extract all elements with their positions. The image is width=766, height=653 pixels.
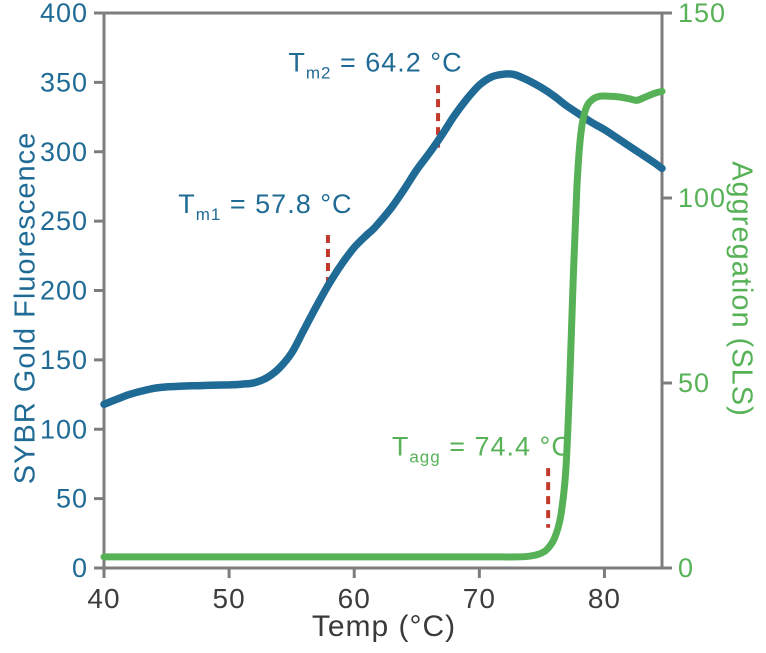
- y-right-tick-label: 100: [678, 183, 726, 213]
- x-tick-label: 80: [588, 583, 621, 614]
- y-left-tick-label: 100: [40, 414, 88, 444]
- tagg-label: Tagg = 74.4 °C: [392, 432, 572, 467]
- left-axis-title: SYBR Gold Fluorescence: [9, 131, 42, 485]
- y-left-tick-label: 350: [40, 67, 88, 97]
- tm2-label: Tm2 = 64.2 °C: [288, 47, 462, 82]
- y-left-tick-label: 300: [40, 137, 88, 167]
- y-right-tick-label: 50: [678, 368, 710, 398]
- x-tick-label: 60: [338, 583, 371, 614]
- y-left-tick-label: 250: [40, 206, 88, 236]
- y-right-tick-label: 0: [678, 553, 694, 583]
- y-left-tick-label: 50: [56, 484, 88, 514]
- y-right-tick-label: 150: [678, 0, 726, 28]
- plot-area-border: [102, 11, 664, 570]
- right-axis-title: Aggregation (SLS): [725, 161, 758, 417]
- x-tick-label: 70: [463, 583, 496, 614]
- x-axis-title: Temp (°C): [311, 610, 457, 643]
- x-tick-label: 40: [87, 583, 120, 614]
- y-left-tick-label: 200: [40, 276, 88, 306]
- aggregation-curve: [100, 87, 666, 561]
- y-left-tick-label: 0: [72, 553, 88, 583]
- tm1-label: Tm1 = 57.8 °C: [178, 189, 352, 224]
- x-tick-label: 50: [213, 583, 246, 614]
- y-left-tick-label: 150: [40, 345, 88, 375]
- fluorescence-curve: [100, 70, 666, 409]
- y-left-tick-label: 400: [40, 0, 88, 28]
